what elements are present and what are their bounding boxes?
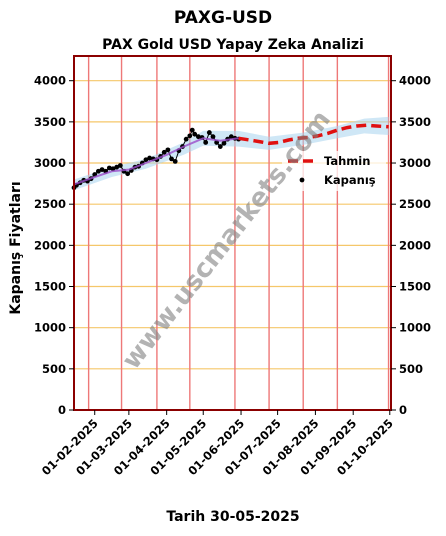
kapanis-point — [183, 136, 189, 142]
y-tick-label-right: 2000 — [399, 238, 431, 252]
kapanis-point — [192, 131, 198, 137]
y-tick-label-right: 0 — [399, 403, 407, 417]
kapanis-point — [228, 134, 234, 140]
y-tick-label-left: 2000 — [34, 238, 66, 252]
kapanis-point — [217, 144, 223, 149]
tahmin-forecast-line — [238, 123, 389, 146]
plot-area: 0 0 500 500 1000 1000 1500 1500 2000 2000 2500 2500… — [34, 55, 431, 478]
y-tick-label-left: 0 — [58, 403, 66, 417]
legend-kapanis-label: Kapanış — [324, 173, 376, 187]
plot-frame — [73, 55, 392, 411]
y-tick-label-right: 500 — [399, 362, 423, 376]
chart-suptitle: PAXG-USD — [174, 8, 272, 28]
kapanis-point — [187, 133, 193, 139]
y-tick-label-right: 2500 — [399, 197, 431, 211]
y-tick-label-right: 1500 — [399, 280, 431, 294]
y-tick-label-left: 500 — [42, 362, 66, 376]
y-tick-label-left: 1000 — [34, 321, 66, 335]
kapanis-point — [117, 163, 123, 168]
y-tick-label-right: 1000 — [399, 321, 431, 335]
kapanis-point — [147, 155, 152, 161]
legend-tahmin-label: Tahmin — [324, 154, 370, 168]
legend-kapanis-swatch — [299, 177, 305, 183]
kapanis-point — [165, 147, 171, 153]
kapanis-point — [210, 134, 216, 140]
kapanis-point — [95, 168, 101, 174]
kapanis-point — [106, 165, 112, 171]
kapanis-point — [203, 140, 209, 145]
y-tick-label-left: 2500 — [34, 197, 66, 211]
kapanis-point — [195, 134, 201, 140]
y-axis-label: Kapanış Fiyatları — [8, 181, 24, 314]
y-tick-label-right: 3000 — [399, 156, 431, 170]
kapanis-point — [221, 140, 227, 146]
kapanis-point — [143, 157, 149, 163]
kapanis-point — [99, 167, 105, 173]
legend: Tahmin Kapanış — [282, 151, 386, 191]
trend-line — [73, 137, 239, 186]
x-axis-label: Tarih 30-05-2025 — [166, 509, 299, 525]
y-tick-label-left: 3500 — [34, 115, 66, 129]
kapanis-point — [110, 166, 116, 172]
y-tick-label-left: 1500 — [34, 280, 66, 294]
kapanis-point — [114, 164, 120, 170]
chart-title: PAX Gold USD Yapay Zeka Analizi — [102, 37, 364, 53]
confidence-band — [74, 116, 389, 191]
y-tick-label-left: 4000 — [34, 74, 66, 88]
kapanis-point — [189, 127, 195, 133]
kapanis-point — [172, 158, 178, 164]
kapanis-point — [161, 149, 167, 155]
y-tick-label-left: 3000 — [34, 156, 66, 170]
y-tick-label-right: 4000 — [399, 74, 431, 88]
kapanis-point — [125, 171, 131, 177]
y-tick-label-right: 3500 — [399, 115, 431, 129]
legend-box — [282, 151, 386, 191]
kapanis-point — [206, 130, 212, 135]
kapanis-point — [169, 156, 174, 162]
